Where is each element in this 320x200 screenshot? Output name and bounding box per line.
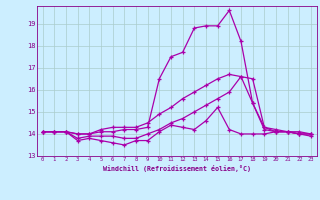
- X-axis label: Windchill (Refroidissement éolien,°C): Windchill (Refroidissement éolien,°C): [103, 165, 251, 172]
